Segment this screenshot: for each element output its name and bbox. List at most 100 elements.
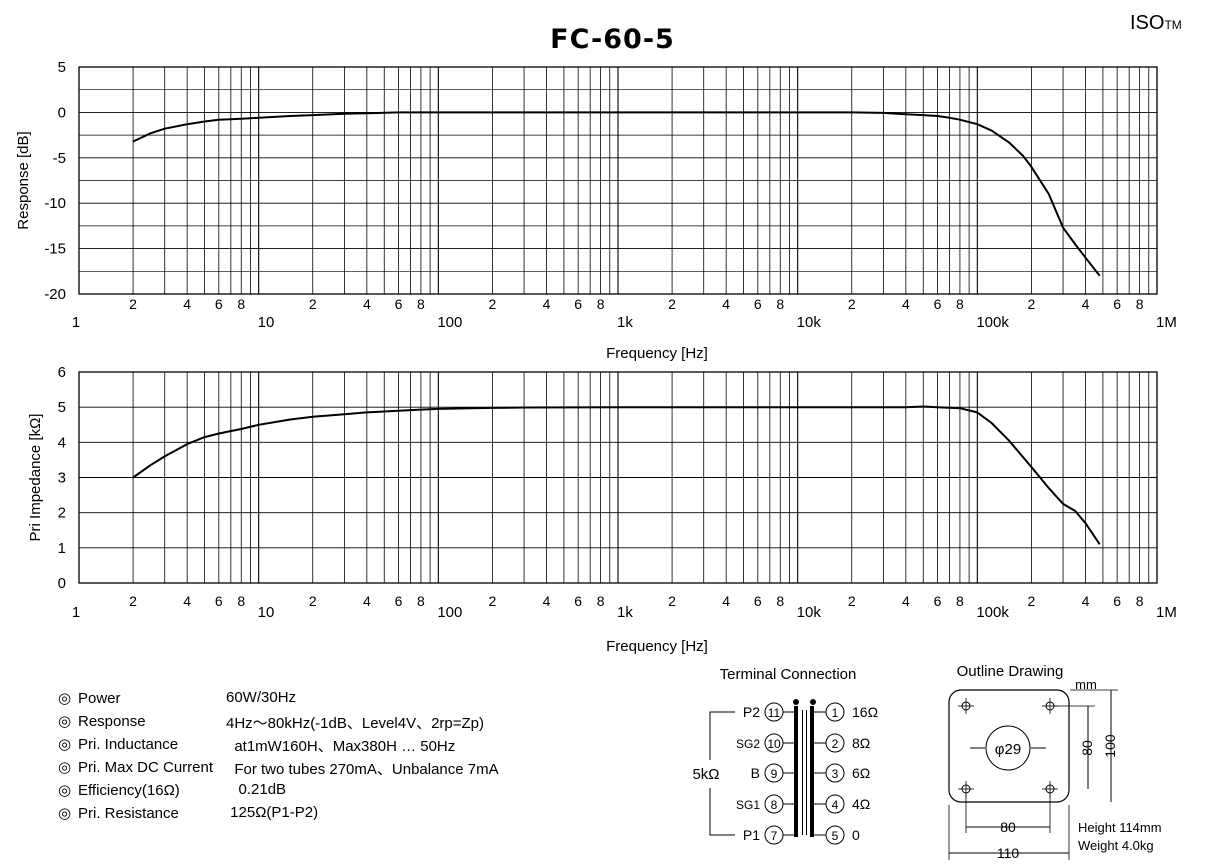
x-axis-label: Frequency [Hz] (606, 638, 708, 655)
terminal-pin-circle (825, 825, 845, 845)
spec-value: 60W/30Hz (226, 689, 297, 706)
spec-row-dc-current: ◎ Pri. Max DC Current For two tubes 270mA… (58, 758, 499, 781)
spec-label: Pri. Resistance (78, 805, 179, 822)
y-axis-label: Response [dB] (15, 131, 32, 229)
x-minor-label: 2 (668, 593, 676, 609)
terminal-right-value: 0 (852, 827, 860, 843)
terminal-right-value: 4Ω (852, 796, 870, 812)
spec-row-resistance: ◎ Pri. Resistance 125Ω(P1-P2) (58, 804, 499, 827)
dim-label-80-v: 80 (1079, 740, 1095, 756)
spec-value: at1mW160H、Max380H … 50Hz (226, 738, 456, 755)
y-axis-label: Pri Impedance [kΩ] (27, 414, 44, 542)
x-decade-label: 100k (976, 604, 1009, 621)
transformer-core-right (810, 706, 814, 837)
x-minor-label: 4 (183, 593, 191, 609)
spec-mark: ◎ (58, 690, 72, 707)
x-minor-label: 6 (754, 593, 762, 609)
x-minor-label: 2 (489, 593, 497, 609)
dim-label-100-v: 100 (1102, 734, 1118, 758)
x-minor-label: 2 (309, 593, 317, 609)
x-minor-label: 6 (754, 296, 762, 312)
transformer-core-mid (802, 710, 803, 835)
terminal-left-name: SG1 (736, 798, 760, 812)
terminal-pin-circle (825, 763, 845, 783)
spec-label: Pri. Inductance (78, 736, 179, 753)
spec-label: Pri. Max DC Current (78, 759, 214, 776)
x-minor-label: 4 (722, 296, 730, 312)
terminal-pin-circle (825, 733, 845, 753)
x-minor-label: 2 (489, 296, 497, 312)
x-minor-label: 2 (309, 296, 317, 312)
x-minor-label: 8 (1136, 593, 1144, 609)
x-minor-label: 2 (848, 593, 856, 609)
transformer-core-left (794, 706, 798, 837)
spec-row-response: ◎ Response 4Hz～80kHz(-1dB、Level4V、2rp=Zp) (58, 712, 499, 735)
x-minor-label: 2 (668, 296, 676, 312)
terminal-left-name: B (751, 765, 760, 781)
center-hole-label: φ29 (995, 741, 1021, 758)
dim-label-80-h: 80 (1000, 819, 1016, 835)
x-minor-label: 6 (1113, 296, 1121, 312)
terminal-pin-number: 7 (771, 829, 778, 843)
y-tick-label: 5 (58, 399, 66, 416)
polarity-dot-primary (793, 699, 799, 705)
x-minor-label: 6 (1113, 593, 1121, 609)
terminal-pin-number: 5 (832, 829, 839, 843)
spec-table: ◎ Power 60W/30Hz ◎ Response 4Hz～80kHz(-1dB… (58, 689, 499, 827)
outline-title: Outline Drawing (957, 663, 1064, 680)
x-minor-label: 6 (215, 593, 223, 609)
x-minor-label: 4 (363, 593, 371, 609)
spec-row-power: ◎ Power 60W/30Hz (58, 689, 499, 712)
terminal-pin-number: 4 (832, 798, 839, 812)
outline-unit: mm (1075, 677, 1097, 692)
x-minor-label: 6 (395, 593, 403, 609)
spec-label: Power (78, 690, 121, 707)
x-minor-label: 8 (237, 296, 245, 312)
x-minor-label: 8 (776, 296, 784, 312)
plot-frame (78, 371, 1158, 584)
brand-name: ISO (1130, 12, 1165, 34)
y-tick-label: -10 (44, 195, 66, 212)
plot-frame (78, 66, 1158, 295)
x-minor-label: 6 (934, 296, 942, 312)
terminal-left-name: SG2 (736, 737, 760, 751)
x-decade-label: 1k (617, 604, 633, 621)
y-tick-label: 3 (58, 470, 66, 487)
y-tick-label: 2 (58, 505, 66, 522)
x-decade-label: 10k (797, 314, 822, 331)
x-decade-label: 100 (437, 604, 462, 621)
terminal-pin-number: 1 (832, 706, 839, 720)
terminal-title: Terminal Connection (720, 666, 857, 683)
terminal-pin-number: 9 (771, 767, 778, 781)
x-minor-label: 8 (417, 593, 425, 609)
x-minor-label: 2 (129, 593, 137, 609)
x-minor-label: 8 (597, 296, 605, 312)
x-minor-label: 4 (363, 296, 371, 312)
outline-weight: Weight 4.0kg (1078, 838, 1154, 853)
y-tick-label: 0 (58, 575, 66, 592)
outline-height: Height 114mm (1078, 820, 1162, 835)
terminal-pin-number: 8 (771, 798, 778, 812)
x-minor-label: 4 (902, 593, 910, 609)
x-minor-label: 8 (956, 296, 964, 312)
x-minor-label: 4 (183, 296, 191, 312)
x-axis-label: Frequency [Hz] (606, 345, 708, 362)
x-minor-label: 6 (215, 296, 223, 312)
terminal-pin-circle (825, 794, 845, 814)
spec-value: 0.21dB (226, 781, 287, 798)
y-tick-label: 0 (58, 104, 66, 121)
terminal-pin-number: 10 (767, 737, 781, 751)
y-tick-label: -15 (44, 241, 66, 258)
y-tick-label: 1 (58, 540, 66, 557)
x-decade-label: 1M (1156, 314, 1177, 331)
dim-label-110-h: 110 (997, 845, 1020, 861)
x-minor-label: 2 (1028, 296, 1036, 312)
transformer-core-mid2 (806, 710, 807, 835)
terminal-pin-number: 3 (832, 767, 839, 781)
y-tick-label: -5 (53, 150, 66, 167)
terminal-right-value: 6Ω (852, 765, 870, 781)
x-minor-label: 2 (1028, 593, 1036, 609)
terminal-left-name: P2 (743, 704, 760, 720)
y-tick-label: 6 (58, 364, 66, 381)
x-minor-label: 8 (776, 593, 784, 609)
